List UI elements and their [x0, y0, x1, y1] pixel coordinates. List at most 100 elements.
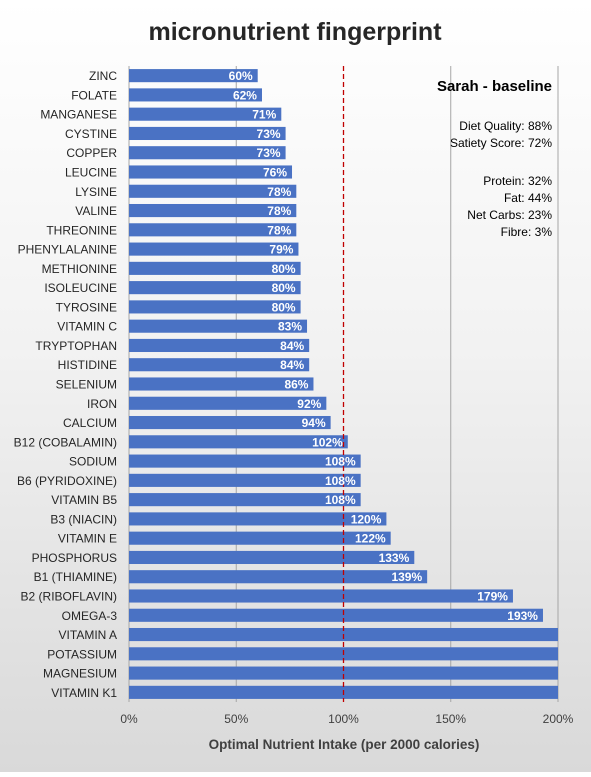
bar	[129, 338, 310, 353]
bar	[129, 512, 387, 526]
category-label: MAGNESIUM	[43, 667, 117, 681]
bar	[129, 493, 361, 507]
category-label: VITAMIN K1	[51, 686, 117, 700]
data-label: 73%	[257, 127, 281, 141]
annotation-diet-quality: Diet Quality: 88%	[459, 119, 552, 133]
category-label: MANGANESE	[40, 108, 117, 122]
bar	[129, 165, 293, 179]
bar	[129, 300, 301, 314]
annotation-box: Sarah - baseline Diet Quality: 88% Satie…	[437, 78, 552, 239]
data-label: 83%	[278, 320, 302, 334]
category-label: SELENIUM	[56, 378, 117, 392]
x-tick-label: 50%	[224, 712, 248, 726]
data-label: 84%	[280, 339, 304, 353]
bar	[129, 550, 415, 565]
bars-layer	[129, 69, 558, 699]
data-label: 80%	[272, 281, 296, 295]
labels-layer: ZINC 60% FOLATE 62% MANGANESE 71% CYSTINE 73% CO…	[14, 69, 539, 700]
category-label: ZINC	[89, 69, 117, 83]
bar	[129, 69, 258, 83]
data-label: 71%	[252, 108, 276, 122]
data-label: 73%	[257, 146, 281, 160]
bar	[129, 531, 391, 545]
data-label: 62%	[233, 88, 257, 102]
bar	[129, 666, 558, 680]
category-label: HISTIDINE	[58, 358, 117, 372]
bar	[129, 242, 299, 256]
category-label: CYSTINE	[65, 127, 117, 141]
data-label: 80%	[272, 300, 296, 314]
category-label: B12 (COBALAMIN)	[14, 435, 117, 449]
category-label: B6 (PYRIDOXINE)	[17, 474, 117, 488]
data-label: 60%	[229, 69, 253, 83]
bar	[129, 473, 361, 487]
annotation-net-carbs: Net Carbs: 23%	[467, 208, 552, 222]
category-label: VITAMIN B5	[51, 493, 117, 507]
category-label: B1 (THIAMINE)	[34, 570, 117, 584]
category-label: PHOSPHORUS	[32, 551, 117, 565]
category-label: SODIUM	[69, 455, 117, 469]
category-label: TRYPTOPHAN	[35, 339, 117, 353]
x-tick-label: 200%	[543, 712, 574, 726]
bar	[129, 107, 282, 121]
category-label: B3 (NIACIN)	[50, 512, 117, 526]
bar	[129, 608, 543, 622]
category-label: VITAMIN C	[57, 320, 117, 334]
data-label: 86%	[284, 378, 308, 392]
data-label: 78%	[267, 223, 291, 237]
chart-title: micronutrient fingerprint	[148, 18, 442, 46]
category-label: POTASSIUM	[47, 647, 117, 661]
category-label: IRON	[87, 397, 117, 411]
category-label: VITAMIN A	[59, 628, 117, 642]
category-label: PHENYLALANINE	[18, 243, 117, 257]
data-label: 79%	[269, 243, 293, 257]
data-label: 133%	[379, 551, 410, 565]
annotation-protein: Protein: 32%	[483, 174, 552, 188]
data-label: 120%	[351, 512, 382, 526]
category-label: LYSINE	[75, 185, 117, 199]
bar	[129, 415, 331, 430]
bar	[129, 223, 297, 237]
bar	[129, 358, 310, 372]
annotation-satiety-score: Satiety Score: 72%	[450, 136, 552, 150]
bar	[129, 377, 314, 391]
category-label: VALINE	[75, 204, 117, 218]
annotation-fibre: Fibre: 3%	[501, 225, 553, 239]
x-tick-label: 150%	[435, 712, 466, 726]
data-label: 193%	[507, 609, 538, 623]
category-label: METHIONINE	[42, 262, 117, 276]
bar	[129, 396, 327, 410]
data-label: 122%	[355, 532, 386, 546]
category-label: VITAMIN E	[58, 532, 117, 546]
bar	[129, 126, 286, 141]
data-label: 139%	[391, 570, 422, 584]
category-label: OMEGA-3	[62, 609, 118, 623]
category-label: FOLATE	[71, 88, 117, 102]
data-label: 102%	[312, 435, 343, 449]
bar	[129, 203, 297, 218]
data-label: 76%	[263, 166, 287, 180]
category-label: ISOLEUCINE	[44, 281, 117, 295]
bar	[129, 319, 308, 333]
category-label: THREONINE	[46, 223, 117, 237]
bar	[129, 184, 297, 198]
data-label: 108%	[325, 455, 356, 469]
bar	[129, 589, 513, 603]
data-label: 179%	[477, 590, 508, 604]
data-label: 80%	[272, 262, 296, 276]
data-label: 92%	[297, 397, 321, 411]
data-label: 108%	[325, 493, 356, 507]
x-ticks-layer: 0% 50% 100% 150% 200%	[120, 712, 573, 726]
category-label: LEUCINE	[65, 166, 117, 180]
category-label: TYROSINE	[56, 300, 117, 314]
bar	[129, 281, 301, 295]
annotation-name: Sarah - baseline	[437, 78, 552, 95]
data-label: 78%	[267, 204, 291, 218]
data-label: 94%	[302, 416, 326, 430]
bar	[129, 570, 428, 584]
x-tick-label: 0%	[120, 712, 138, 726]
bar	[129, 261, 301, 275]
bar	[129, 435, 348, 449]
